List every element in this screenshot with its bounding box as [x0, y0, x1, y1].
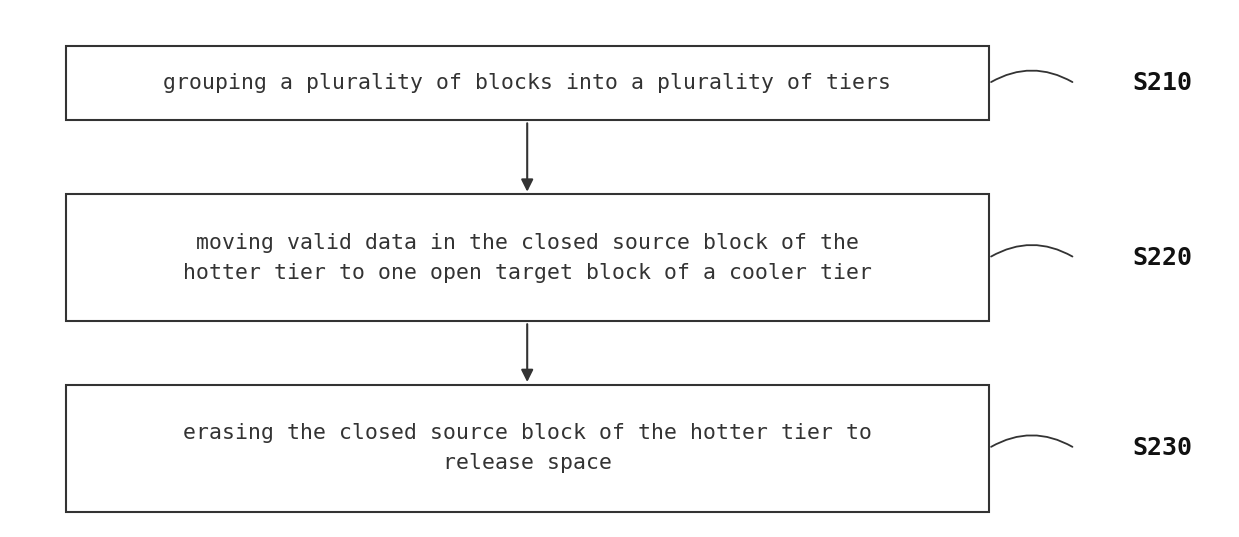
Text: erasing the closed source block of the hotter tier to
release space: erasing the closed source block of the h…	[182, 424, 872, 473]
Text: grouping a plurality of blocks into a plurality of tiers: grouping a plurality of blocks into a pl…	[164, 74, 891, 93]
Text: S230: S230	[1132, 436, 1193, 460]
FancyBboxPatch shape	[66, 385, 989, 512]
FancyBboxPatch shape	[66, 194, 989, 321]
FancyBboxPatch shape	[66, 47, 989, 120]
Text: moving valid data in the closed source block of the
hotter tier to one open targ: moving valid data in the closed source b…	[182, 233, 872, 282]
Text: S220: S220	[1132, 246, 1193, 270]
Text: S210: S210	[1132, 71, 1193, 96]
